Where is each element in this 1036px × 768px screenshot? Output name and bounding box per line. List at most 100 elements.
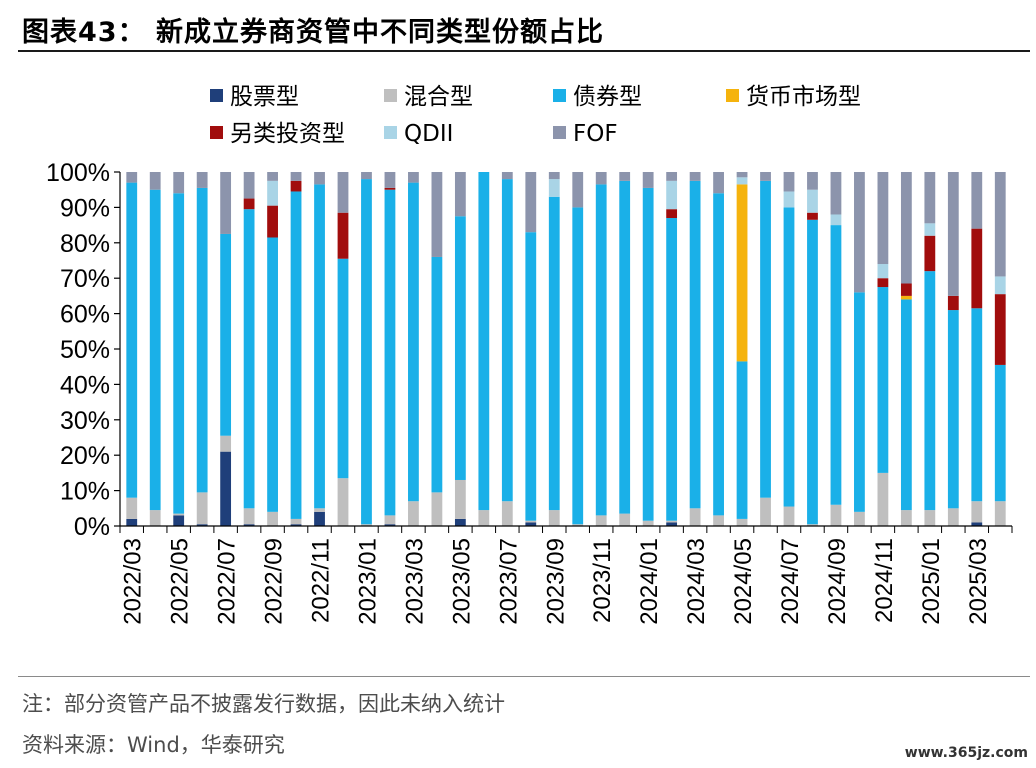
bar-segment (900, 283, 912, 296)
bar-segment (361, 172, 372, 180)
bar-stack (126, 172, 138, 526)
bar-stack (384, 172, 396, 526)
bar-segment (807, 212, 818, 220)
bar-stack (501, 172, 513, 526)
bar-segment (971, 522, 983, 526)
bar-segment (384, 187, 396, 190)
bar-segment (173, 513, 185, 516)
bar-stack (196, 172, 208, 526)
bar-stack (290, 172, 302, 526)
bar-segment (220, 233, 232, 436)
bar-segment (220, 435, 232, 452)
legend-item: 混合型 (384, 84, 473, 110)
bar-segment (337, 212, 349, 259)
legend-label: QDII (404, 121, 453, 147)
x-tick-label: 2023/07 (495, 538, 522, 625)
x-tick-label: 2024/01 (636, 538, 663, 625)
bar-segment (900, 299, 912, 511)
x-tick-label: 2023/09 (542, 538, 569, 625)
x-tick-label: 2024/09 (824, 538, 851, 625)
bar-segment (877, 264, 889, 279)
bar-segment (548, 179, 560, 197)
bar-segment (431, 256, 443, 493)
x-tick-label: 2022/07 (214, 538, 241, 625)
bar-segment (807, 524, 818, 526)
bar-segment (384, 189, 396, 516)
bar-segment (572, 524, 584, 526)
bar-segment (525, 522, 537, 526)
y-axis: 0% 10% 20% 30% 40% 50% 60% 70% 80% 90% 100% (46, 159, 121, 541)
bar-segment (548, 172, 560, 180)
legend-label: 货币市场型 (746, 84, 861, 110)
bar-segment (337, 478, 349, 526)
bar-segment (149, 172, 161, 190)
bar-segment (760, 180, 771, 498)
legend-item: QDII (384, 121, 453, 147)
bar-stack (830, 172, 842, 526)
bar-stack (431, 172, 443, 526)
bar-segment (314, 511, 325, 526)
bar-segment (666, 172, 678, 181)
bar-segment (924, 271, 936, 511)
x-tick-label: 2025/03 (965, 538, 992, 625)
x-tick-label: 2022/09 (261, 538, 288, 625)
bar-segment (877, 472, 889, 526)
bar-stack (971, 172, 983, 526)
source-note: 资料来源：Wind，华泰研究 (22, 733, 285, 757)
bar-segment (971, 501, 983, 523)
bar-segment (501, 172, 513, 180)
legend-swatch (553, 126, 566, 139)
bar-segment (196, 524, 208, 526)
x-tick-label: 2023/05 (448, 538, 475, 625)
bar-segment (548, 196, 560, 511)
y-tick-label: 70% (60, 265, 110, 293)
bar-segment (454, 479, 466, 519)
footer-divider (18, 676, 1030, 677)
bar-segment (619, 180, 631, 514)
bar-segment (689, 172, 701, 181)
bar-stack (595, 172, 607, 526)
bar-segment (267, 180, 278, 206)
bar-segment (783, 191, 795, 208)
bar-segment (408, 501, 419, 526)
title-divider (18, 50, 1030, 52)
bar-segment (384, 172, 396, 188)
figure-title: 图表43： 新成立券商资管中不同类型份额占比 (22, 17, 604, 48)
legend-item: 股票型 (210, 84, 299, 110)
bar-segment (924, 223, 936, 236)
bar-segment (830, 214, 842, 226)
bar-segment (947, 310, 959, 509)
bar-segment (595, 172, 607, 185)
bar-segment (243, 172, 255, 199)
legend-label: 另类投资型 (230, 121, 345, 147)
x-tick-label: 2024/05 (730, 538, 757, 625)
x-tick-label: 2022/03 (120, 538, 147, 625)
x-tick-label: 2022/05 (167, 538, 194, 625)
y-tick-label: 90% (60, 194, 110, 222)
bar-segment (947, 295, 959, 311)
bar-stack (361, 172, 372, 526)
bar-segment (314, 184, 325, 509)
bar-segment (243, 508, 255, 525)
bar-segment (713, 193, 724, 516)
bar-segment (713, 172, 724, 194)
bar-stack (525, 172, 537, 526)
x-axis: 2022/03 2022/05 2022/07 2022/09 2022/11 2023/… (119, 525, 1013, 625)
bar-stack (220, 172, 232, 526)
bar-stack (854, 172, 865, 526)
bar-segment (595, 515, 607, 526)
y-tick-label: 100% (46, 159, 110, 187)
bar-segment (924, 172, 936, 224)
bar-segment (196, 187, 208, 493)
bar-segment (666, 522, 678, 526)
bar-segment (290, 191, 302, 519)
bar-segment (619, 513, 631, 526)
bar-segment (384, 515, 396, 525)
bar-segment (267, 237, 278, 512)
bar-stack (619, 172, 631, 526)
bar-segment (736, 177, 748, 185)
bar-stack (994, 172, 1006, 526)
bar-segment (478, 510, 490, 526)
bar-segment (830, 225, 842, 505)
bar-segment (478, 172, 490, 511)
